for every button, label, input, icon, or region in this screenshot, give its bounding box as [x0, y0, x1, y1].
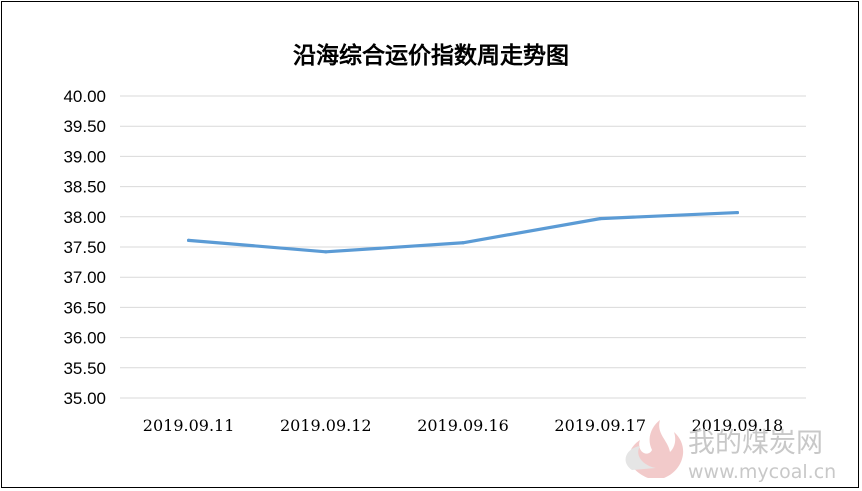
y-tick-label: 35.00 [63, 389, 106, 408]
y-tick-label: 38.50 [63, 178, 106, 197]
y-axis-ticks: 35.00 35.50 36.00 36.50 37.00 37.50 38.00 38.50… [63, 87, 106, 408]
x-tick-label: 2019.09.17 [554, 416, 646, 435]
x-tick-label: 2019.09.16 [417, 416, 509, 435]
data-point [187, 238, 191, 242]
flame-logo-icon [625, 420, 684, 478]
gridlines [120, 95, 806, 399]
x-tick-label: 2019.09.12 [280, 416, 372, 435]
watermark-text: 我的煤炭网 [688, 428, 823, 459]
watermark-url: www.mycoal.cn [688, 461, 836, 483]
y-tick-label: 36.00 [63, 329, 106, 348]
y-tick-label: 37.50 [63, 238, 106, 257]
x-tick-label: 2019.09.18 [692, 416, 784, 435]
y-tick-label: 36.50 [63, 298, 106, 317]
data-point [598, 217, 602, 221]
data-point [735, 210, 740, 215]
x-tick-label: 2019.09.11 [143, 416, 235, 435]
y-tick-label: 40.00 [63, 87, 106, 106]
series-line [187, 210, 740, 254]
y-tick-label: 39.00 [63, 147, 106, 166]
y-tick-label: 39.50 [63, 117, 106, 136]
series-layer [187, 210, 740, 254]
data-point [461, 241, 465, 245]
x-axis-ticks: 2019.09.11 2019.09.12 2019.09.16 2019.09.17… [143, 416, 783, 435]
y-tick-label: 35.50 [63, 359, 106, 378]
y-tick-label: 37.00 [63, 268, 106, 287]
chart-title: 沿海综合运价指数周走势图 [293, 42, 569, 69]
y-tick-label: 38.00 [63, 208, 106, 227]
data-point [324, 250, 328, 254]
